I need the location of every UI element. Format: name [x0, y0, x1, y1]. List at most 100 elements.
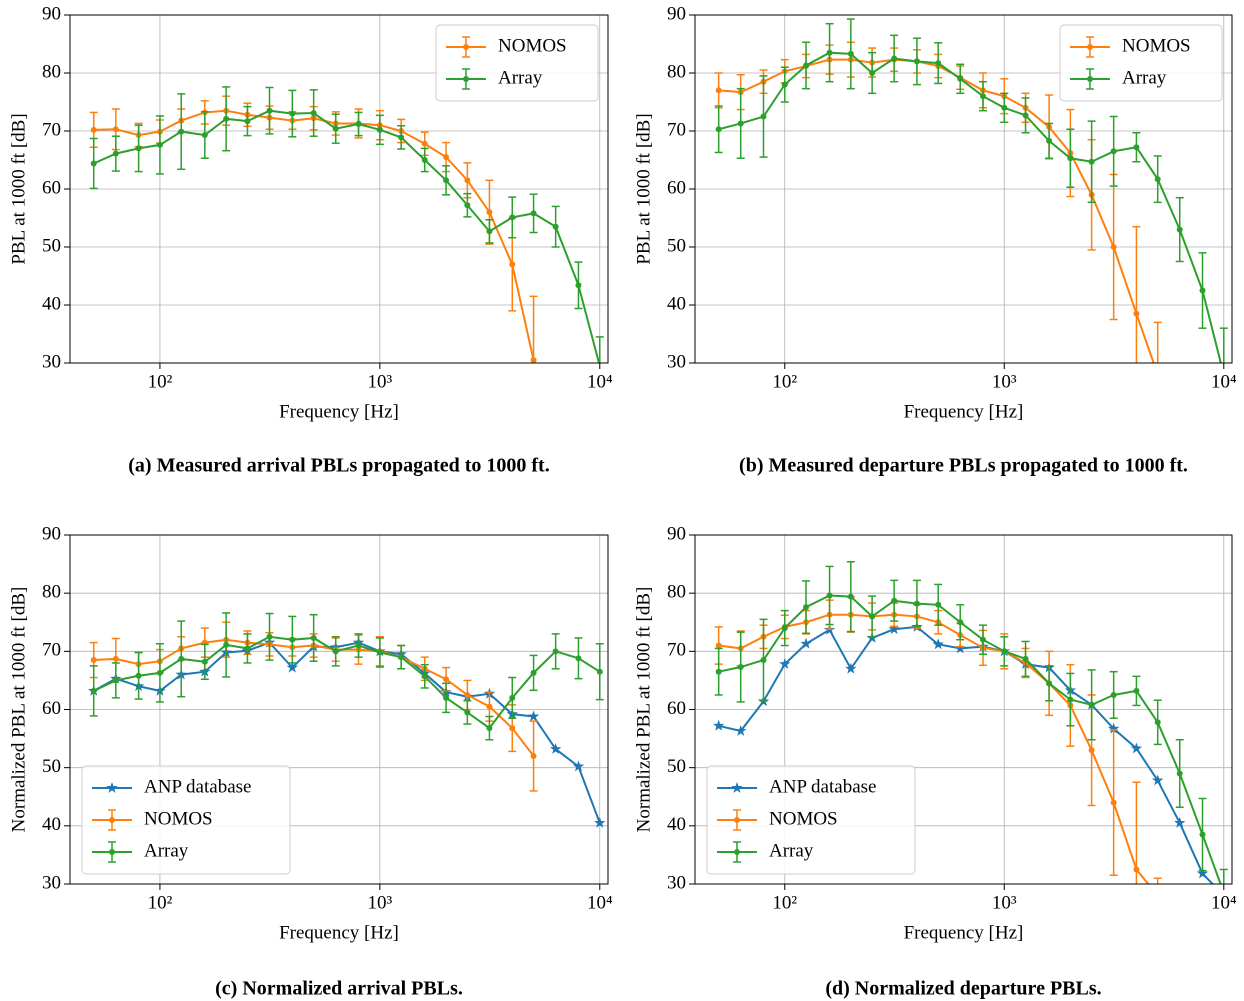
legend-box — [706, 765, 916, 875]
dot-marker — [913, 600, 920, 607]
dot-marker — [443, 694, 450, 701]
dot-marker — [715, 642, 722, 649]
x-tick-label: 10⁴ — [1211, 371, 1237, 392]
y-tick-label: 60 — [667, 177, 686, 198]
dot-marker — [332, 125, 339, 132]
y-tick-label: 80 — [667, 582, 686, 603]
star-marker — [1196, 867, 1209, 879]
error-bar — [1153, 877, 1162, 884]
y-tick-label: 70 — [667, 640, 686, 661]
star-marker — [549, 743, 562, 754]
dot-marker — [1155, 893, 1161, 899]
legend-label: Array — [1122, 67, 1167, 88]
legend-marker — [109, 817, 115, 823]
dot-marker — [112, 655, 119, 662]
dot-marker — [201, 658, 208, 665]
dot-marker — [1110, 799, 1117, 806]
y-tick-label: 30 — [667, 872, 686, 893]
dot-marker — [509, 725, 516, 732]
star-marker — [888, 623, 900, 635]
legend-label: NOMOS — [144, 808, 213, 829]
dot-marker — [1088, 747, 1095, 754]
legend-label: Array — [144, 840, 189, 861]
dot-marker — [443, 676, 450, 683]
error-bar — [1219, 327, 1228, 363]
dot-marker — [575, 655, 582, 662]
dot-marker — [980, 636, 987, 643]
dot-marker — [935, 601, 942, 608]
dot-marker — [552, 648, 559, 655]
star-marker — [1152, 774, 1164, 786]
y-tick-label: 90 — [42, 3, 61, 24]
star-marker — [845, 662, 857, 674]
y-tick-label: 70 — [42, 640, 61, 661]
caption: (d) Normalized departure PBLs. — [825, 978, 1101, 1000]
y-tick-label: 80 — [42, 61, 61, 82]
dot-marker — [575, 282, 582, 289]
series-line — [93, 641, 601, 824]
x-tick-label: 10³ — [367, 892, 392, 913]
dot-marker — [980, 93, 987, 100]
y-axis-label: PBL at 1000 ft [dB] — [8, 113, 29, 264]
caption: (b) Measured departure PBLs propagated t… — [739, 455, 1188, 477]
y-tick-label: 40 — [667, 814, 686, 835]
dot-marker — [486, 725, 493, 732]
y-tick-label: 90 — [667, 3, 686, 24]
dot-marker — [1067, 155, 1074, 162]
star-marker — [712, 719, 725, 731]
legend-box — [81, 765, 291, 875]
dot-marker — [1088, 701, 1095, 708]
x-axis-label: Frequency [Hz] — [904, 922, 1024, 943]
error-bar — [1219, 868, 1228, 884]
legend-marker — [106, 782, 118, 793]
dot-marker — [464, 202, 471, 209]
error-bar — [595, 336, 604, 363]
x-tick-label: 10² — [772, 892, 797, 913]
legend-marker — [734, 817, 740, 823]
legend-marker — [731, 782, 743, 793]
plot-data — [89, 86, 604, 363]
panel: 10² 10³ 10⁴ 30 40 50 60 70 80 90 Frequency [Hz] Nor… — [633, 523, 1237, 999]
star-marker — [1107, 722, 1120, 734]
dot-marker — [1022, 655, 1029, 662]
x-tick-label: 10³ — [992, 371, 1017, 392]
legend-label: Array — [498, 67, 543, 88]
dot-marker — [464, 709, 471, 716]
dot-marker — [464, 691, 471, 698]
dot-marker — [552, 223, 559, 230]
dot-marker — [869, 613, 876, 620]
dot-marker — [935, 60, 942, 67]
dot-marker — [781, 625, 788, 632]
dot-marker — [760, 113, 767, 120]
plot-frame — [694, 534, 1233, 885]
x-tick-label: 10² — [772, 371, 797, 392]
error-bar — [1153, 321, 1162, 363]
y-axis-label: Normalized PBL at 1000 ft [dB] — [8, 587, 29, 833]
y-axis-label: PBL at 1000 ft [dB] — [633, 113, 654, 264]
dot-marker — [1001, 104, 1008, 111]
dot-marker — [355, 121, 362, 128]
dot-marker — [201, 132, 208, 139]
star-marker — [800, 637, 812, 649]
y-tick-label: 60 — [42, 177, 61, 198]
x-tick-label: 10⁴ — [587, 371, 613, 392]
dot-marker — [530, 357, 537, 363]
y-tick-label: 80 — [667, 61, 686, 82]
y-tick-label: 90 — [42, 523, 61, 544]
dot-marker — [737, 664, 744, 671]
dot-marker — [1088, 158, 1095, 165]
plot-frame — [69, 14, 609, 364]
dot-marker — [596, 668, 603, 675]
dot-marker — [223, 641, 230, 648]
panel: 10² 10³ 10⁴ 30 40 50 60 70 80 90 Frequency [Hz] PBL… — [633, 3, 1237, 476]
dot-marker — [530, 210, 537, 217]
dot-marker — [112, 150, 119, 157]
legend-label: Array — [769, 840, 814, 861]
star-marker — [286, 661, 299, 673]
dot-marker — [715, 126, 722, 133]
legend: NOMOS Array — [1059, 24, 1223, 102]
x-tick-label: 10² — [148, 892, 173, 913]
y-tick-label: 40 — [667, 293, 686, 314]
dot-marker — [891, 55, 898, 62]
dot-marker — [332, 648, 339, 655]
